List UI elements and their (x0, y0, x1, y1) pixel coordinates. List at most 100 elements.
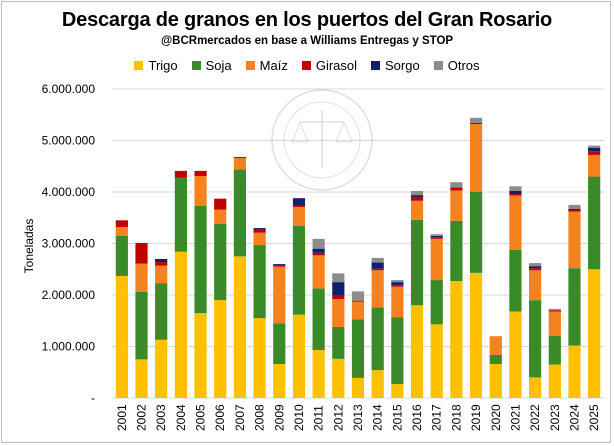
bar-segment (371, 270, 384, 308)
y-tick-label: - (91, 391, 95, 405)
x-tick-label: 2015 (390, 404, 404, 431)
x-tick-label: 2003 (154, 404, 168, 431)
bar-segment (371, 262, 384, 269)
bar-segment (450, 187, 463, 191)
bar-segment (371, 257, 384, 263)
bar-segment (430, 237, 443, 239)
bar-segment (135, 242, 148, 264)
bar-segment (430, 234, 443, 236)
bar-segment (529, 300, 542, 378)
legend-item-otros: Otros (433, 58, 480, 73)
legend-item-soja: Soja (191, 58, 232, 73)
bar-segment (568, 210, 581, 212)
bar-segment (273, 323, 286, 365)
bar-segment (115, 227, 128, 236)
bar-segment (371, 370, 384, 398)
bar-segment (155, 283, 168, 340)
bar-segment (489, 354, 502, 365)
bar-segment (391, 286, 404, 318)
bar-segment (548, 364, 561, 398)
bar-segment (155, 258, 168, 263)
y-tick-label: 6.000.000 (42, 82, 96, 96)
bar-segment (174, 177, 187, 252)
bar-segment (529, 263, 542, 267)
bar-segment (194, 313, 207, 398)
bar-segment (430, 324, 443, 398)
bar-segment (371, 307, 384, 371)
bar-segment (410, 190, 424, 196)
bar-segment (135, 263, 148, 292)
y-tick-label: 4.000.000 (42, 185, 96, 199)
x-tick-label: 2017 (430, 404, 444, 431)
x-tick-label: 2020 (489, 404, 503, 431)
bar-segment (214, 209, 227, 224)
x-tick-label: 2022 (528, 404, 542, 431)
bar-segment (214, 198, 227, 210)
bar-segment (312, 350, 325, 398)
bar-segment (332, 326, 345, 359)
bar-segment (509, 249, 522, 312)
bar-segment (410, 200, 424, 220)
x-tick-label: 2008 (253, 404, 267, 431)
legend-label: Girasol (315, 58, 358, 73)
legend-item-sorgo: Sorgo (371, 58, 420, 73)
x-tick-label: 2018 (449, 404, 463, 431)
bar-segment (332, 282, 345, 295)
y-tick-label: 2.000.000 (42, 288, 96, 302)
bar-segment (469, 272, 483, 398)
bar-segment (214, 223, 227, 301)
bar-segment (253, 245, 266, 319)
bar-segment (351, 319, 365, 378)
chart-legend: Trigo Soja Maíz Girasol Sorgo Otros (0, 58, 614, 73)
bar-segment (430, 235, 443, 238)
bar-segment (214, 300, 227, 398)
x-tick-label: 2001 (115, 404, 129, 431)
bar-segment (469, 124, 483, 192)
x-tick-label: 2007 (233, 404, 247, 431)
bar-segment (194, 176, 207, 206)
bar-segment (233, 156, 247, 159)
bar-segment (233, 169, 247, 257)
legend-label: Otros (447, 58, 480, 73)
x-tick-label: 2011 (312, 405, 326, 431)
legend-swatch (245, 61, 255, 70)
x-tick-label: 2004 (174, 404, 188, 431)
bar-segment (450, 182, 463, 188)
x-tick-label: 2014 (371, 404, 385, 431)
bar-segment (391, 285, 404, 287)
bar-segment (430, 238, 443, 281)
bar-segment (312, 238, 325, 249)
legend-label: Trigo (148, 58, 178, 73)
bar-segment (391, 317, 404, 385)
bar-segment (273, 264, 286, 266)
bar-segment (273, 265, 286, 267)
bar-segment (253, 232, 266, 246)
bar-segment (588, 151, 601, 155)
bar-segment (568, 211, 581, 269)
bar-segment (253, 228, 266, 230)
bar-segment (588, 147, 601, 152)
bar-segment (568, 268, 581, 346)
bar-segment (588, 176, 601, 270)
y-tick-label: 1.000.000 (42, 340, 96, 354)
legend-item-maiz: Maíz (245, 58, 288, 73)
bar-segment (115, 275, 128, 398)
bar-segment (332, 358, 345, 398)
bar-segment (410, 195, 424, 198)
bar-segment (548, 335, 561, 365)
bar-segment (568, 204, 581, 209)
bar-segment (292, 206, 306, 226)
bar-segment (115, 235, 128, 276)
bar-segment (469, 192, 483, 273)
bar-segment (548, 311, 561, 336)
legend-swatch (301, 61, 311, 70)
legend-label: Soja (205, 58, 232, 73)
bar-segment (391, 384, 404, 398)
legend-item-girasol: Girasol (301, 58, 358, 73)
bar-segment (332, 273, 345, 283)
bar-segment (509, 195, 522, 250)
bar-segment (351, 301, 365, 320)
bar-segment (351, 300, 365, 302)
